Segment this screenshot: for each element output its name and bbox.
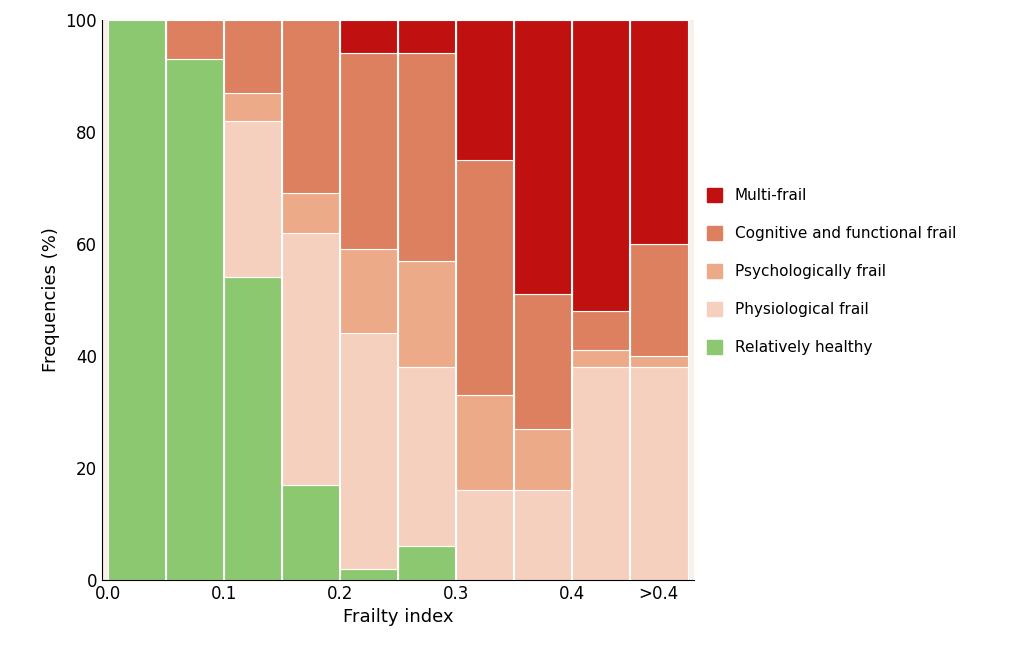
Bar (629, 20, 687, 244)
Bar (281, 194, 339, 233)
Bar (514, 428, 572, 490)
Bar (281, 233, 339, 485)
Bar (223, 20, 281, 93)
Bar (629, 244, 687, 356)
Bar (223, 277, 281, 580)
Bar (397, 367, 455, 546)
Bar (455, 490, 514, 580)
Bar (397, 53, 455, 261)
Bar (397, 20, 455, 53)
Bar (339, 53, 397, 250)
Bar (166, 59, 223, 580)
Bar (455, 20, 514, 160)
Bar (514, 294, 572, 429)
Bar (572, 367, 629, 580)
Bar (572, 311, 629, 351)
Bar (108, 20, 166, 580)
Y-axis label: Frequencies (%): Frequencies (%) (42, 227, 60, 372)
Bar (397, 546, 455, 580)
Bar (397, 260, 455, 367)
Legend: Multi-frail, Cognitive and functional frail, Psychologically frail, Physiologica: Multi-frail, Cognitive and functional fr… (706, 188, 955, 355)
Bar (455, 160, 514, 395)
Bar (281, 485, 339, 580)
Bar (514, 490, 572, 580)
Bar (572, 350, 629, 367)
Bar (455, 395, 514, 490)
Bar (514, 20, 572, 294)
Bar (339, 569, 397, 580)
Bar (339, 333, 397, 569)
Bar (223, 121, 281, 277)
Bar (281, 20, 339, 194)
Bar (223, 92, 281, 121)
X-axis label: Frailty index: Frailty index (342, 608, 452, 626)
Bar (629, 356, 687, 367)
Bar (339, 250, 397, 333)
Bar (572, 20, 629, 311)
Bar (629, 367, 687, 580)
Bar (339, 20, 397, 53)
Bar (166, 20, 223, 59)
